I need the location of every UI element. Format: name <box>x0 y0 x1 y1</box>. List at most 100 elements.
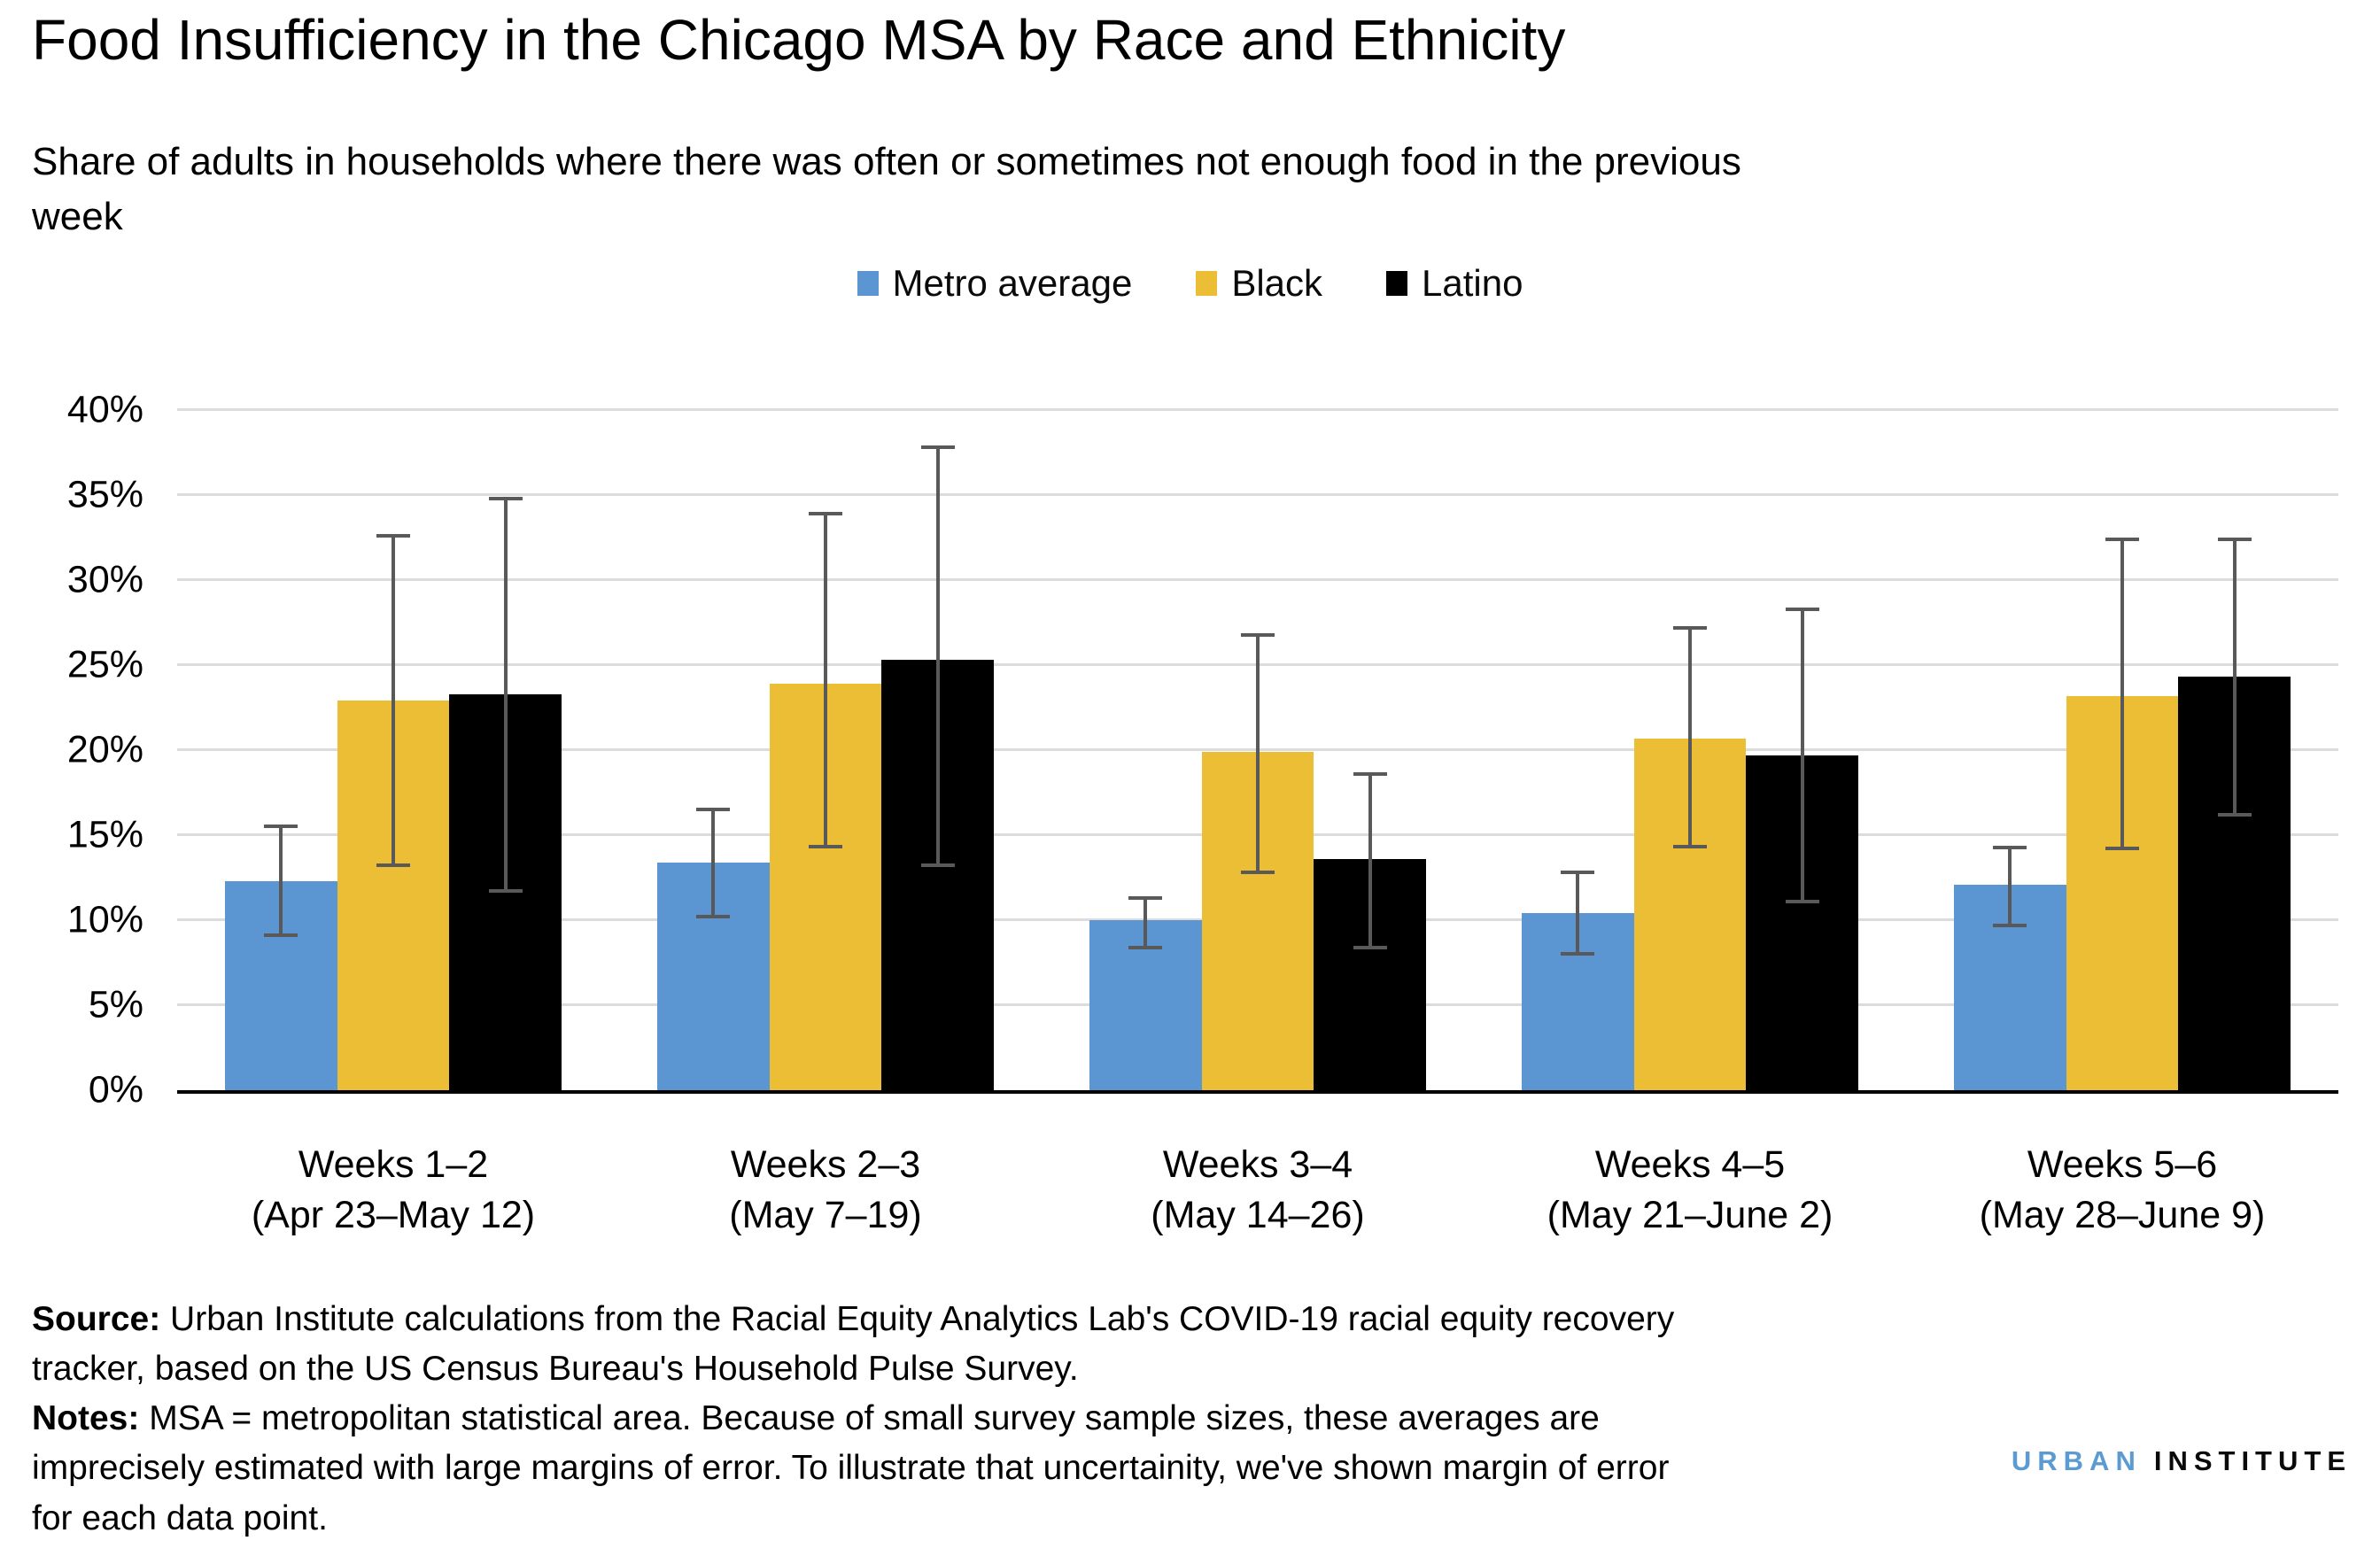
error-bar-cap-top <box>1241 632 1275 637</box>
error-bar-cap-bottom <box>376 863 410 868</box>
error-bar-cap-top <box>2217 538 2252 542</box>
error-bar-cap-top <box>1673 625 1707 630</box>
x-axis-label-dates: (May 21–June 2) <box>1547 1193 1833 1236</box>
error-bar-line <box>391 534 395 868</box>
gridline <box>177 493 2338 496</box>
error-bar-cap-bottom <box>1353 945 1387 949</box>
error-bar <box>488 496 523 894</box>
error-bar-cap-top <box>1561 871 1595 875</box>
error-bar-line <box>2008 845 2012 927</box>
legend-item: Black <box>1196 262 1322 305</box>
error-bar-cap-top <box>809 512 842 516</box>
y-tick-label: 35% <box>66 473 143 516</box>
legend-label: Latino <box>1422 262 1523 304</box>
x-axis-label-weeks: Weeks 2–3 <box>730 1143 921 1186</box>
y-tick-label: 5% <box>88 983 143 1026</box>
y-tick-label: 40% <box>66 388 143 431</box>
error-bar <box>920 445 955 868</box>
error-bar <box>696 808 731 919</box>
error-bar <box>2105 538 2139 851</box>
y-tick-label: 25% <box>66 643 143 686</box>
legend-item: Latino <box>1386 262 1523 305</box>
x-axis-label: Weeks 5–6 (May 28–June 9) <box>1906 1140 2338 1241</box>
error-bar-line <box>824 512 827 849</box>
error-bar <box>1241 632 1275 875</box>
error-bar <box>1128 896 1163 949</box>
error-bar-line <box>1800 607 1804 903</box>
error-bar-cap-bottom <box>1241 871 1275 875</box>
x-axis-label-weeks: Weeks 1–2 <box>298 1143 489 1186</box>
error-bar-cap-bottom <box>1673 845 1707 849</box>
gridline <box>177 578 2338 581</box>
error-bar-cap-top <box>488 496 523 500</box>
y-tick-label: 0% <box>88 1068 143 1111</box>
error-bar-line <box>2232 538 2237 817</box>
x-axis-label: Weeks 4–5 (May 21–June 2) <box>1474 1140 1906 1241</box>
x-axis-label: Weeks 2–3 (May 7–19) <box>609 1140 1042 1241</box>
error-bar <box>1353 771 1387 949</box>
y-axis-ticks: 0% 5% 10% 15% 20% 25% 30% 35% 40% <box>0 389 143 1111</box>
legend-label: Metro average <box>892 262 1133 304</box>
x-axis-label-weeks: Weeks 3–4 <box>1162 1143 1353 1186</box>
error-bar-cap-top <box>376 534 410 538</box>
error-bar <box>1561 871 1595 956</box>
y-tick-label: 30% <box>66 558 143 601</box>
error-bar <box>1673 625 1707 849</box>
error-bar-cap-bottom <box>1128 945 1163 949</box>
error-bar-cap-bottom <box>2105 847 2139 851</box>
error-bar-cap-top <box>1128 896 1163 901</box>
gridline <box>177 408 2338 411</box>
x-axis-label-dates: (May 7–19) <box>729 1193 922 1236</box>
chart-title: Food Insufficiency in the Chicago MSA by… <box>32 8 1566 72</box>
error-bar-cap-top <box>1993 845 2027 849</box>
urban-institute-logo: URBAN INSTITUTE <box>2012 1445 2352 1477</box>
error-bar-cap-bottom <box>920 863 955 868</box>
legend-label: Black <box>1231 262 1323 304</box>
notes-text: MSA = metropolitan statistical area. Bec… <box>32 1399 1670 1537</box>
error-bar <box>376 534 410 868</box>
error-bar-cap-bottom <box>696 915 731 919</box>
error-bar-cap-top <box>1353 771 1387 776</box>
error-bar-line <box>503 496 508 894</box>
x-axis-label-dates: (May 28–June 9) <box>1979 1193 2266 1236</box>
x-axis-label-weeks: Weeks 5–6 <box>2027 1143 2218 1186</box>
error-bar-cap-bottom <box>488 889 523 894</box>
error-bar-cap-top <box>1785 607 1819 611</box>
footer-notes: Source: Urban Institute calculations fro… <box>32 1295 1963 1544</box>
error-bar-cap-bottom <box>1993 923 2027 927</box>
legend: Metro average Black Latino <box>0 262 2380 305</box>
error-bar-line <box>1256 632 1260 875</box>
error-bar <box>2217 538 2252 817</box>
error-bar-line <box>711 808 716 919</box>
legend-swatch-icon <box>1196 271 1218 296</box>
error-bar <box>809 512 842 849</box>
error-bar-line <box>1368 771 1372 949</box>
error-bar-cap-top <box>920 445 955 450</box>
error-bar-line <box>279 825 283 938</box>
source-text: Urban Institute calculations from the Ra… <box>32 1300 1675 1389</box>
logo-word-urban: URBAN <box>2011 1445 2142 1476</box>
error-bar-cap-top <box>696 808 731 812</box>
error-bar <box>1993 845 2027 927</box>
legend-swatch-icon <box>1386 271 1408 296</box>
error-bar-line <box>1688 625 1692 849</box>
y-tick-label: 20% <box>66 728 143 771</box>
x-axis-label: Weeks 1–2 (Apr 23–May 12) <box>177 1140 609 1241</box>
error-bar-line <box>2120 538 2124 851</box>
error-bar-cap-bottom <box>264 933 298 938</box>
error-bar-cap-bottom <box>2217 812 2252 817</box>
x-axis-labels: Weeks 1–2 (Apr 23–May 12) Weeks 2–3 (May 7–… <box>177 1140 2338 1241</box>
logo-word-institute: INSTITUTE <box>2153 1445 2352 1476</box>
source-label: Source: <box>32 1300 161 1338</box>
y-tick-label: 15% <box>66 813 143 856</box>
x-axis-label-weeks: Weeks 4–5 <box>1594 1143 1786 1186</box>
error-bar-cap-top <box>264 825 298 829</box>
legend-swatch-icon <box>857 271 879 296</box>
error-bar-line <box>1576 871 1580 956</box>
x-axis-label: Weeks 3–4 (May 14–26) <box>1042 1140 1474 1241</box>
error-bar-cap-bottom <box>1561 952 1595 956</box>
source-line: Source: Urban Institute calculations fro… <box>32 1295 1963 1394</box>
legend-item: Metro average <box>857 262 1133 305</box>
error-bar-cap-top <box>2105 538 2139 542</box>
